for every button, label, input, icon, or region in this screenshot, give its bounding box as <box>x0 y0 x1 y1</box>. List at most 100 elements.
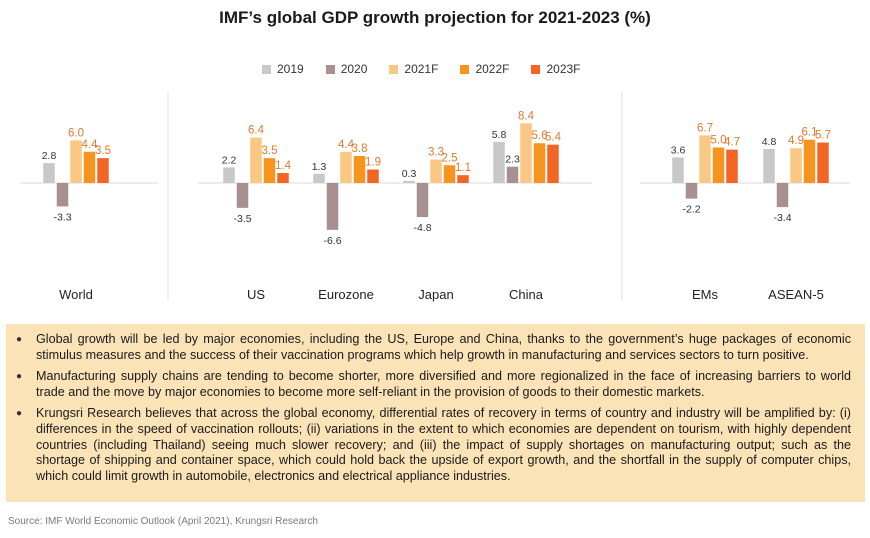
bar-2022f <box>263 158 276 183</box>
bullet-dot-icon: ● <box>16 408 23 420</box>
data-label: 6.0 <box>68 127 84 139</box>
data-label: -3.5 <box>233 213 251 225</box>
bar-2022f <box>83 151 96 183</box>
data-label: -6.6 <box>323 235 341 247</box>
bar-2019 <box>493 141 505 183</box>
bar-2021f <box>520 123 532 183</box>
data-label: 2.5 <box>442 152 458 164</box>
bar-2019 <box>43 163 55 183</box>
source-note: Source: IMF World Economic Outlook (Apri… <box>8 516 318 527</box>
bar-2022f <box>712 147 725 183</box>
legend-swatch-2019 <box>262 64 271 74</box>
data-label: 1.4 <box>275 160 292 172</box>
data-label: 4.7 <box>724 137 740 149</box>
data-label: 0.3 <box>402 168 417 180</box>
data-label: -4.8 <box>413 222 431 234</box>
category-label: US <box>247 287 265 302</box>
bar-2021f <box>699 135 711 183</box>
chart-title: IMF’s global GDP growth projection for 2… <box>219 8 651 27</box>
data-label: 5.6 <box>532 130 548 142</box>
category-label: Japan <box>418 287 453 302</box>
bar-2023f <box>367 169 379 183</box>
category-label: ASEAN-5 <box>768 287 824 302</box>
bar-2021f <box>250 137 262 183</box>
data-label: 1.1 <box>455 162 471 174</box>
bullet-dot-icon: ● <box>16 371 23 383</box>
gdp-bar-chart: 2.8-3.36.04.43.5World2.2-3.56.43.51.4US1… <box>20 92 850 302</box>
bullet-text: Global growth will be led by major econo… <box>36 332 851 362</box>
bar-2021f <box>790 148 802 183</box>
data-label: 3.8 <box>352 143 368 155</box>
bar-2020 <box>685 183 698 199</box>
bar-2020 <box>416 183 429 218</box>
category-label: World <box>59 287 93 302</box>
bar-2021f <box>340 151 352 183</box>
legend-label-2020: 2020 <box>340 62 368 76</box>
data-label: 2.2 <box>222 154 237 166</box>
legend-swatch-2023f <box>531 64 541 74</box>
data-label: 3.5 <box>95 145 111 157</box>
data-label: 8.4 <box>518 110 535 122</box>
data-label: -2.2 <box>682 204 700 216</box>
legend-label-2021f: 2021F <box>404 62 439 76</box>
legend-label-2022f: 2022F <box>475 62 510 76</box>
bar-2019 <box>403 180 415 183</box>
data-label: 2.3 <box>505 154 520 166</box>
legend-item-2019: 2019 <box>262 62 304 76</box>
bar-2019 <box>313 173 325 183</box>
bar-2022f <box>353 156 366 183</box>
category-label: EMs <box>692 287 719 302</box>
bullet-item: ● Krungsri Research believes that across… <box>16 406 851 484</box>
data-label: 4.4 <box>338 139 355 151</box>
data-label: 4.8 <box>762 136 777 148</box>
legend-swatch-2020 <box>325 64 335 74</box>
bar-2020 <box>56 183 69 207</box>
bar-2023f <box>457 175 469 183</box>
bullet-text: Krungsri Research believes that across t… <box>36 406 851 483</box>
bullet-item: ● Manufacturing supply chains are tendin… <box>16 369 851 400</box>
legend-item-2023f: 2023F <box>531 62 581 76</box>
bullet-item: ● Global growth will be led by major eco… <box>16 332 851 363</box>
data-label: 3.3 <box>428 147 444 159</box>
data-label: 6.7 <box>697 122 713 134</box>
bar-2023f <box>817 142 829 183</box>
bar-2021f <box>70 140 82 183</box>
chart-legend: 2019 2020 2021F 2022F 2023F <box>262 62 581 76</box>
data-label: 6.1 <box>802 127 818 139</box>
legend-swatch-2022f <box>460 64 470 74</box>
legend-item-2021f: 2021F <box>389 62 438 76</box>
data-label: 3.5 <box>262 145 278 157</box>
data-label: -3.4 <box>773 212 791 224</box>
data-label: 5.8 <box>492 129 507 141</box>
data-label: 5.7 <box>815 130 831 142</box>
bar-2020 <box>236 183 249 208</box>
bar-2022f <box>533 143 546 183</box>
bar-2023f <box>726 149 738 183</box>
data-label: 2.8 <box>42 150 57 162</box>
legend-label-2023f: 2023F <box>546 62 581 76</box>
bar-2019 <box>763 148 775 183</box>
data-label: 5.4 <box>545 132 562 144</box>
data-label: 3.6 <box>671 144 686 156</box>
bar-2020 <box>506 166 519 183</box>
bullet-dot-icon: ● <box>16 334 23 345</box>
bar-2022f <box>803 139 816 183</box>
key-points-box: ● Global growth will be led by major eco… <box>6 324 865 502</box>
bar-2020 <box>326 183 339 230</box>
legend-item-2020: 2020 <box>325 62 368 76</box>
data-label: 6.4 <box>248 125 265 137</box>
bullet-text: Manufacturing supply chains are tending … <box>36 369 851 399</box>
data-label: 4.9 <box>788 135 804 147</box>
data-label: 4.4 <box>82 139 99 151</box>
legend-swatch-2021f <box>389 64 399 74</box>
bar-2022f <box>443 165 456 183</box>
data-label: 1.3 <box>312 161 327 173</box>
category-label: Eurozone <box>318 287 374 302</box>
legend-item-2022f: 2022F <box>460 62 509 76</box>
data-label: 5.0 <box>711 135 727 147</box>
data-label: 1.9 <box>365 157 381 169</box>
category-label: China <box>509 287 544 302</box>
bar-2021f <box>430 159 442 183</box>
bar-2019 <box>672 157 684 183</box>
data-label: -3.3 <box>53 211 71 223</box>
